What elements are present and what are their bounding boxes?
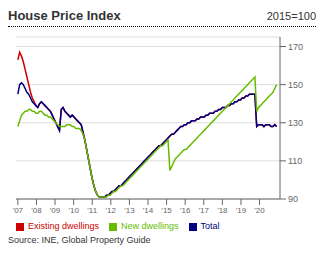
svg-text:'14: '14: [143, 206, 154, 215]
svg-text:150: 150: [288, 80, 303, 90]
svg-text:'19: '19: [236, 206, 247, 215]
svg-text:'07: '07: [13, 206, 24, 215]
svg-text:'09: '09: [50, 206, 61, 215]
svg-text:'13: '13: [124, 206, 135, 215]
svg-text:'10: '10: [68, 206, 79, 215]
svg-text:130: 130: [288, 118, 303, 128]
html-text:Existing dwellings: Existing dwellings: [28, 221, 99, 231]
html-text:House Price Index: House Price Index: [8, 8, 121, 23]
svg-text:'11: '11: [87, 206, 97, 215]
svg-text:'12: '12: [106, 206, 117, 215]
html-text:Source: INE, Global Property G: Source: INE, Global Property Guide: [8, 235, 151, 245]
svg-text:'16: '16: [180, 206, 191, 215]
svg-text:170: 170: [288, 42, 303, 52]
svg-text:'08: '08: [31, 206, 42, 215]
svg-text:90: 90: [288, 194, 298, 204]
svg-text:'20: '20: [254, 206, 265, 215]
html-text:2015=100: 2015=100: [266, 10, 316, 22]
html-text:New dwellings: New dwellings: [121, 221, 179, 231]
svg-text:'17: '17: [199, 206, 210, 215]
html-text:Total: Total: [200, 221, 220, 231]
svg-text:110: 110: [288, 156, 302, 166]
svg-text:'15: '15: [161, 206, 172, 215]
svg-text:'18: '18: [217, 206, 228, 215]
